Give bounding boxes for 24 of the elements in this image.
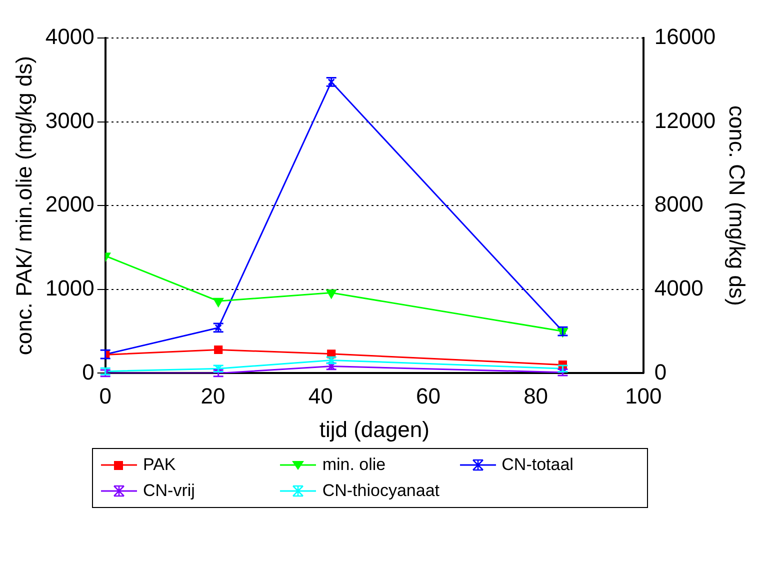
y-axis-title: conc. PAK/ min.olie (mg/kg ds) [11,56,36,356]
x-tick-label: 100 [625,383,662,408]
y-tick-label: 2000 [45,192,94,217]
y2-tick-label: 0 [654,359,667,384]
legend-label: CN-totaal [502,455,574,475]
y2-axis-title: conc. CN (mg/kg ds) [724,105,750,306]
y2-tick-label: 8000 [654,192,704,217]
legend-label: CN-vrij [143,481,195,501]
x-axis-title: tijd (dagen) [319,416,430,442]
y2-tick-label: 4000 [654,275,704,300]
x-tick-label: 40 [308,383,333,408]
y2-tick-label: 16000 [654,24,716,50]
x-tick-label: 80 [524,383,548,408]
legend-label: min. olie [322,455,386,475]
y-tick-label: 1000 [45,275,94,300]
y-tick-label: 3000 [45,108,94,133]
y-tick-label: 4000 [45,24,94,50]
x-tick-label: 60 [416,383,440,408]
y2-tick-label: 12000 [654,108,716,133]
legend-label: PAK [143,455,176,475]
x-tick-label: 0 [99,383,112,408]
x-tick-label: 20 [200,383,226,408]
legend-label: CN-thiocyanaat [322,481,440,501]
y-tick-label: 0 [82,359,94,384]
